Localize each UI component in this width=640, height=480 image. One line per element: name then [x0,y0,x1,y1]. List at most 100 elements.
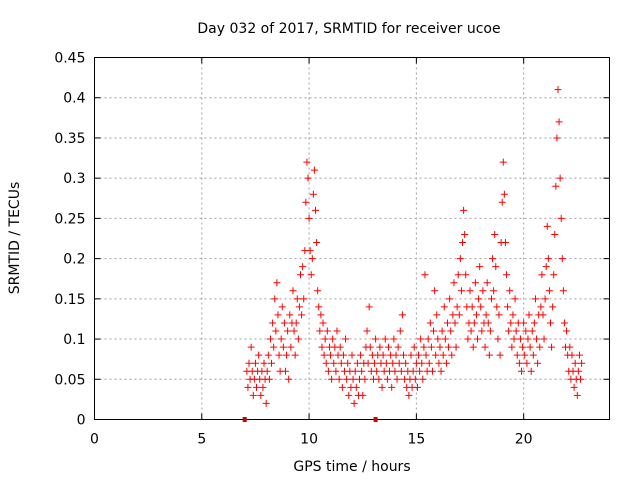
data-point [525,311,533,319]
data-point [501,239,509,247]
data-point [424,335,432,343]
data-point [398,311,406,319]
data-point [449,311,457,319]
y-tick-label: 0.35 [54,131,85,147]
data-point [264,351,272,359]
data-point [469,343,477,351]
data-point [328,375,336,383]
data-point [457,287,465,295]
data-point [348,351,356,359]
data-point [498,198,506,206]
data-point [366,343,374,351]
y-tick-label: 0.05 [54,372,85,388]
data-point [554,86,562,94]
data-point [336,343,344,351]
data-point [358,367,366,375]
data-point [474,335,482,343]
data-point [244,383,252,391]
data-point [570,383,578,391]
data-point [472,311,480,319]
data-point [317,311,325,319]
data-point [324,367,332,375]
data-point [255,351,263,359]
data-point [295,303,303,311]
data-point [337,359,345,367]
data-point [577,375,585,383]
data-point [313,239,321,247]
data-point [533,335,541,343]
data-point [448,351,456,359]
data-point [392,351,400,359]
data-point [454,271,462,279]
data-point [391,367,399,375]
data-point [327,351,335,359]
data-point [335,375,343,383]
data-point [481,343,489,351]
data-point [315,303,323,311]
data-point [558,255,566,263]
data-point [504,303,512,311]
data-point [571,359,579,367]
data-point [433,311,441,319]
data-point [402,359,410,367]
y-tick-label: 0.45 [54,51,85,67]
data-point [455,311,463,319]
data-point [413,383,421,391]
data-point [318,343,326,351]
data-point [381,335,389,343]
data-point [361,375,369,383]
data-point [550,271,558,279]
data-point [477,303,485,311]
data-point [443,319,451,327]
data-point [462,271,470,279]
data-point [338,383,346,391]
data-point [436,343,444,351]
data-point [520,319,528,327]
data-point [289,287,297,295]
data-point [500,190,508,198]
data-point [305,214,313,222]
data-point [489,255,497,263]
data-point [308,255,316,263]
x-tick-label: 0 [90,432,99,448]
y-axis-label: SRMTID / TECUs [7,182,23,295]
data-point [393,375,401,383]
data-point [316,327,324,335]
data-point [506,287,514,295]
data-point [426,319,434,327]
data-point [270,343,278,351]
data-point [343,375,351,383]
data-point [530,319,538,327]
gap-markers [242,417,378,422]
data-point [450,279,458,287]
data-point [409,367,417,375]
data-point [274,311,282,319]
data-point [526,343,534,351]
data-point [279,343,287,351]
data-point [549,303,557,311]
data-point [555,118,563,126]
data-point [557,214,565,222]
data-point [478,327,486,335]
data-point [522,327,530,335]
data-point [541,295,549,303]
data-point [483,279,491,287]
data-point [439,351,447,359]
data-point [479,287,487,295]
data-point [359,391,367,399]
data-point [245,359,253,367]
data-point [363,327,371,335]
data-point [292,319,300,327]
data-point [253,383,261,391]
data-point [512,327,520,335]
data-point [432,351,440,359]
data-point [285,375,293,383]
data-point [490,287,498,295]
data-point [281,367,289,375]
data-point [306,247,314,255]
x-tick-label: 5 [197,432,206,448]
data-point [574,367,582,375]
data-point [319,319,327,327]
data-point [294,335,302,343]
